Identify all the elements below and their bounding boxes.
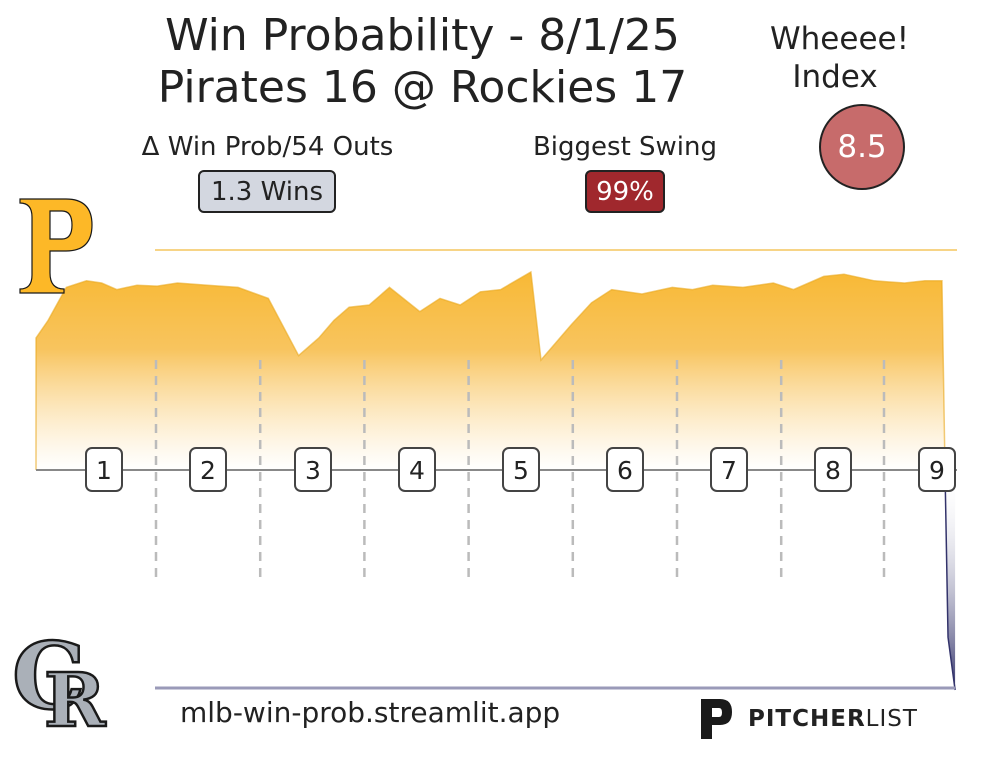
- inning-label-box: [85, 447, 123, 492]
- inning-label-8: 8: [814, 447, 852, 492]
- inning-label-5: 5: [502, 447, 540, 492]
- inning-label-text: 3: [305, 456, 321, 485]
- footer-source-url: mlb-win-prob.streamlit.app: [180, 696, 561, 729]
- biggest-swing-label: Biggest Swing: [532, 132, 718, 162]
- inning-label-4: 4: [398, 447, 436, 492]
- delta-win-prob-label: Δ Win Prob/54 Outs: [141, 132, 394, 162]
- rockies-cr-logo-icon: C R: [12, 622, 107, 734]
- pitcherlist-logo: PITCHERLIST: [698, 697, 918, 741]
- inning-label-9: 9: [918, 447, 956, 492]
- wheeee-index-label: Wheeee!: [770, 21, 910, 57]
- inning-label-text: 1: [96, 456, 112, 485]
- svg-text:R: R: [44, 658, 106, 734]
- pirates-p-logo-icon: [19, 198, 93, 294]
- inning-label-box: [189, 447, 227, 492]
- inning-label-box: [606, 447, 644, 492]
- inning-label-1: 1: [85, 447, 123, 492]
- inning-label-text: 9: [929, 456, 945, 485]
- inning-label-text: 5: [513, 456, 529, 485]
- delta-win-prob-value: 1.3 Wins: [211, 176, 323, 207]
- game-score-subtitle: Pirates 16 @ Rockies 17: [157, 62, 688, 113]
- inning-label-box: [398, 447, 436, 492]
- svg-text:C: C: [12, 622, 85, 730]
- pitcherlist-mark-icon: [701, 699, 732, 739]
- wheeee-index-badge: 8.5: [819, 104, 905, 190]
- pirates-win-prob-area: [36, 272, 945, 470]
- pitcherlist-wordmark-bold: PITCHER: [748, 706, 866, 732]
- rockies-win-prob-area: [945, 470, 956, 690]
- inning-label-text: 2: [200, 456, 216, 485]
- biggest-swing-value: 99%: [596, 176, 654, 207]
- inning-label-6: 6: [606, 447, 644, 492]
- inning-label-text: 6: [617, 456, 633, 485]
- inning-label-box: [294, 447, 332, 492]
- rockies-win-prob-line: [944, 469, 956, 691]
- inning-label-text: 4: [409, 456, 425, 485]
- inning-label-2: 2: [189, 447, 227, 492]
- inning-label-box: [918, 447, 956, 492]
- inning-label-box: [502, 447, 540, 492]
- wheeee-index-value: 8.5: [837, 129, 887, 165]
- pitcherlist-wordmark-regular: LIST: [865, 706, 918, 732]
- inning-label-3: 3: [294, 447, 332, 492]
- delta-win-prob-badge: 1.3 Wins: [198, 170, 336, 213]
- inning-label-box: [814, 447, 852, 492]
- inning-label-box: [710, 447, 748, 492]
- inning-label-7: 7: [710, 447, 748, 492]
- wheeee-index-label-line2: Index: [792, 59, 878, 95]
- inning-label-text: 8: [825, 456, 841, 485]
- pirates-win-prob-line: [35, 270, 946, 471]
- biggest-swing-badge: 99%: [585, 170, 665, 213]
- inning-label-text: 7: [721, 456, 737, 485]
- chart-title: Win Probability - 8/1/25: [165, 10, 680, 61]
